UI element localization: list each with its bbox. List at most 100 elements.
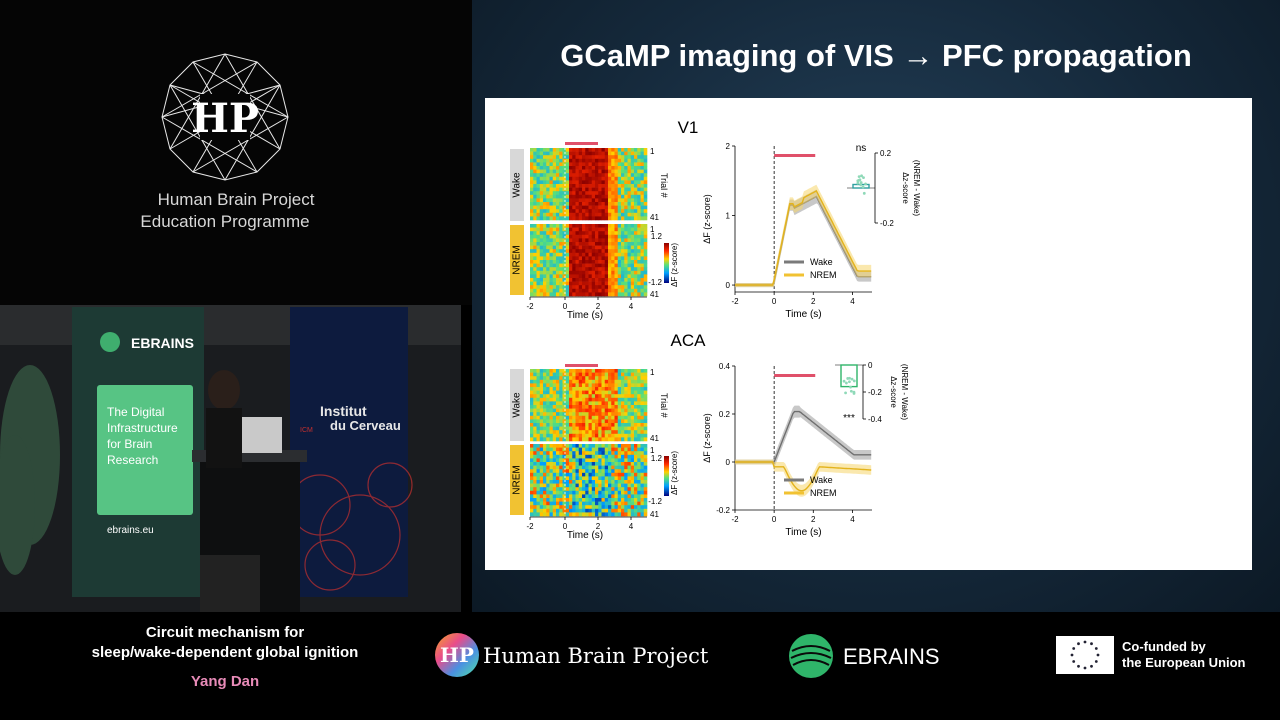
svg-text:NREM: NREM xyxy=(810,488,837,498)
wake-label-v1: Wake xyxy=(512,172,523,198)
ebrains-logo-icon xyxy=(788,633,834,679)
svg-text:2: 2 xyxy=(811,297,816,306)
hbp-name: Human Brain Project xyxy=(483,644,709,668)
svg-text:-0.2: -0.2 xyxy=(880,219,894,228)
hbp-logo: HP xyxy=(160,52,290,182)
svg-text:-2: -2 xyxy=(731,297,739,306)
svg-text:-2: -2 xyxy=(526,302,534,311)
eu-flag-icon xyxy=(1056,636,1114,674)
heatmap-v1-xticks: -2 0 2 4 xyxy=(526,296,647,311)
talk-title-line-2: sleep/wake-dependent global ignition xyxy=(91,644,359,661)
wake-label-box-aca xyxy=(510,369,524,441)
heatmap-v1-nrem xyxy=(530,224,648,297)
svg-text:***: *** xyxy=(843,413,855,424)
colorbar-min-aca: -1.2 xyxy=(648,497,662,506)
nrem-label-v1: NREM xyxy=(512,245,523,274)
trace-plot-aca: 0.4 0.2 0 -0.2-2 0 2 4 Time (s) ΔF (z-score) Wake… xyxy=(702,362,872,538)
svg-text:0: 0 xyxy=(772,297,777,306)
inset-aca: 0 -0.2 -0.4 *** Δz-score (NREM - Wake) xyxy=(835,361,909,424)
banner-ebrains-text: EBRAINS xyxy=(131,335,195,351)
stim-bar-heatmap-aca xyxy=(565,364,598,367)
institut-line-2: du Cerveau xyxy=(330,418,401,433)
colorbar-label-v1: ΔF (z-score) xyxy=(670,243,679,287)
talk-title-line-1: Circuit mechanism for xyxy=(145,624,305,641)
svg-text:2: 2 xyxy=(596,302,601,311)
svg-text:0.2: 0.2 xyxy=(719,410,731,419)
colorbar-max-v1: 1.2 xyxy=(651,232,663,241)
ebrains-name: EBRAINS xyxy=(843,644,940,669)
hbp-education-panel: HP Human Brain Project Education Program… xyxy=(0,0,472,305)
colorbar-v1 xyxy=(664,243,669,283)
svg-text:0: 0 xyxy=(868,361,873,370)
slide-title: GCaMP imaging of VIS → PFC propagation xyxy=(560,38,1192,73)
svg-text:Δz-score: Δz-score xyxy=(889,376,898,408)
svg-text:HP: HP xyxy=(440,643,474,667)
svg-text:-0.2: -0.2 xyxy=(868,388,882,397)
wake-label-aca: Wake xyxy=(512,392,523,418)
svg-text:-2: -2 xyxy=(526,522,534,531)
svg-text:0.4: 0.4 xyxy=(719,362,731,371)
svg-text:Time (s): Time (s) xyxy=(785,527,821,538)
heatmap-v1-xlabel: Time (s) xyxy=(567,310,603,321)
speaker-video: EBRAINS The Digital Infrastructure for B… xyxy=(0,305,461,612)
trial-mid-aca: 41 xyxy=(650,434,659,443)
org-line-2: Education Programme xyxy=(140,212,310,231)
svg-text:0: 0 xyxy=(563,302,568,311)
svg-text:4: 4 xyxy=(850,297,855,306)
svg-text:Δz-score: Δz-score xyxy=(901,172,910,204)
svg-text:Wake: Wake xyxy=(810,257,833,267)
nrem-label-aca: NREM xyxy=(512,465,523,494)
svg-text:-0.4: -0.4 xyxy=(868,415,882,424)
heatmap-aca-nrem xyxy=(530,444,648,517)
region-label-v1: V1 xyxy=(678,118,699,137)
hbp-logo-letters: HP xyxy=(191,95,259,142)
figure-area: V1 Wake NREM 1 41 1 41 Trial # 1.2 -1.2 … xyxy=(485,98,1252,570)
eu-line-1: Co-funded by xyxy=(1122,639,1206,654)
svg-text:4: 4 xyxy=(629,522,634,531)
svg-text:ΔF (z-score): ΔF (z-score) xyxy=(702,194,712,244)
nrem-label-box-v1 xyxy=(510,225,524,295)
region-label-aca: ACA xyxy=(671,331,707,350)
svg-text:4: 4 xyxy=(629,302,634,311)
institut-line-1: Institut xyxy=(320,403,367,419)
wake-label-box-v1 xyxy=(510,149,524,221)
svg-text:Wake: Wake xyxy=(810,475,833,485)
svg-text:2: 2 xyxy=(596,522,601,531)
svg-text:0: 0 xyxy=(726,458,731,467)
svg-text:4: 4 xyxy=(850,515,855,524)
stim-bar-heatmap-v1 xyxy=(565,142,598,145)
svg-text:1: 1 xyxy=(726,212,731,221)
svg-text:-2: -2 xyxy=(731,515,739,524)
heatmap-aca-wake xyxy=(530,369,648,442)
institut-prefix: ICM xyxy=(300,427,313,434)
trial-axis-aca: Trial # xyxy=(659,393,669,418)
trial-bottom-v1: 41 xyxy=(650,290,659,299)
inset-v1: 0.2 -0.2 ns Δz-score (NREM - Wake) xyxy=(847,143,921,228)
colorbar-min-v1: -1.2 xyxy=(648,278,662,287)
banner-digital-text: The Digital Infrastructure for Brain Res… xyxy=(107,405,178,467)
svg-text:0: 0 xyxy=(563,522,568,531)
hbp-color-logo: HP xyxy=(434,632,480,678)
eu-line-2: the European Union xyxy=(1122,655,1246,670)
nrem-label-box-aca xyxy=(510,445,524,515)
banner-url: ebrains.eu xyxy=(107,525,154,536)
colorbar-label-aca: ΔF (z-score) xyxy=(670,451,679,495)
trial-top-v1: 1 xyxy=(650,147,655,156)
svg-text:0: 0 xyxy=(726,281,731,290)
svg-text:0.2: 0.2 xyxy=(880,149,892,158)
trial-mid-v1: 41 xyxy=(650,213,659,222)
svg-text:-0.2: -0.2 xyxy=(716,506,730,515)
trial-top-aca: 1 xyxy=(650,368,655,377)
svg-text:0: 0 xyxy=(772,515,777,524)
org-line-1: Human Brain Project xyxy=(157,190,315,209)
heatmap-aca-xlabel: Time (s) xyxy=(567,530,603,541)
trial-mid2-v1: 1 xyxy=(650,225,655,234)
svg-text:2: 2 xyxy=(726,142,731,151)
svg-text:2: 2 xyxy=(811,515,816,524)
colorbar-aca xyxy=(664,456,669,496)
svg-text:NREM: NREM xyxy=(810,270,837,280)
svg-text:ΔF (z-score): ΔF (z-score) xyxy=(702,413,712,463)
figure-svg: V1 Wake NREM 1 41 1 41 Trial # 1.2 -1.2 … xyxy=(510,118,921,541)
heatmap-v1-wake xyxy=(530,148,648,221)
